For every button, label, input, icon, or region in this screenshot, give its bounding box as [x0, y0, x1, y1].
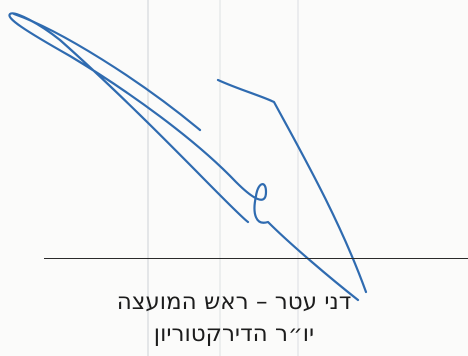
signatory-name: דני עטר – ראש המועצה	[116, 289, 352, 315]
signature-stroke-inner	[12, 12, 202, 132]
signature-line	[44, 258, 468, 259]
signature-stroke-flourish	[216, 78, 368, 294]
signatory-title: יו״ר הדירקטוריון	[153, 321, 315, 347]
signature-stroke-main	[8, 12, 360, 302]
